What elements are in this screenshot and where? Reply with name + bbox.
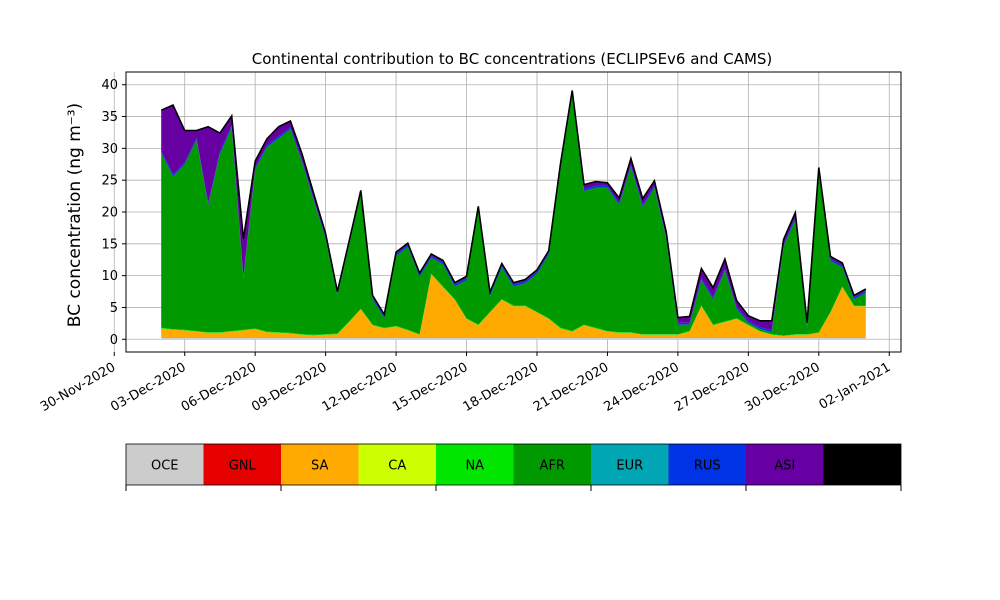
area-afr [161,95,866,336]
legend-label-rus: RUS [694,459,721,474]
legend-label-ca: CA [388,459,406,474]
legend-label-na: NA [465,459,484,474]
legend-swatch-aus [823,444,901,485]
total-line [160,90,867,323]
y-tick-label: 35 [101,110,118,125]
legend-label-eur: EUR [616,459,643,474]
legend-swatch-asi [746,444,824,485]
y-tick-label: 15 [101,237,118,252]
legend-swatch-gnl [203,444,281,485]
legend-swatch-eur [591,444,669,485]
legend: OCE GNL SA CA NA AFR EUR RUS ASI AUS [125,443,902,491]
legend-swatch-oce [126,444,204,485]
y-tick-label: 30 [101,142,118,157]
legend-label-aus: AUS [849,459,876,474]
y-tick-label: 5 [110,301,118,316]
y-tick-label: 40 [101,78,118,93]
y-tick-label: 0 [110,333,118,348]
legend-label-gnl: GNL [229,459,257,474]
legend-label-sa: SA [311,459,328,474]
legend-swatch-sa [281,444,359,485]
legend-label-oce: OCE [151,459,179,474]
legend-swatch-afr [513,444,591,485]
y-tick-label: 20 [101,206,118,221]
legend-label-afr: AFR [540,459,565,474]
area-oce [161,338,866,340]
legend-swatch-rus [668,444,746,485]
y-tick-label: 10 [101,269,118,284]
legend-frame [125,443,902,486]
y-tick-label: 25 [101,174,118,189]
legend-label-asi: ASI [774,459,795,474]
area-rus [161,93,866,333]
chart-title: Continental contribution to BC concentra… [252,50,773,68]
legend-swatch-ca [358,444,436,485]
stacked-areas [161,90,866,340]
y-axis-label: BC concentration (ng m⁻³) [65,103,85,327]
legend-swatch-na [436,444,514,485]
